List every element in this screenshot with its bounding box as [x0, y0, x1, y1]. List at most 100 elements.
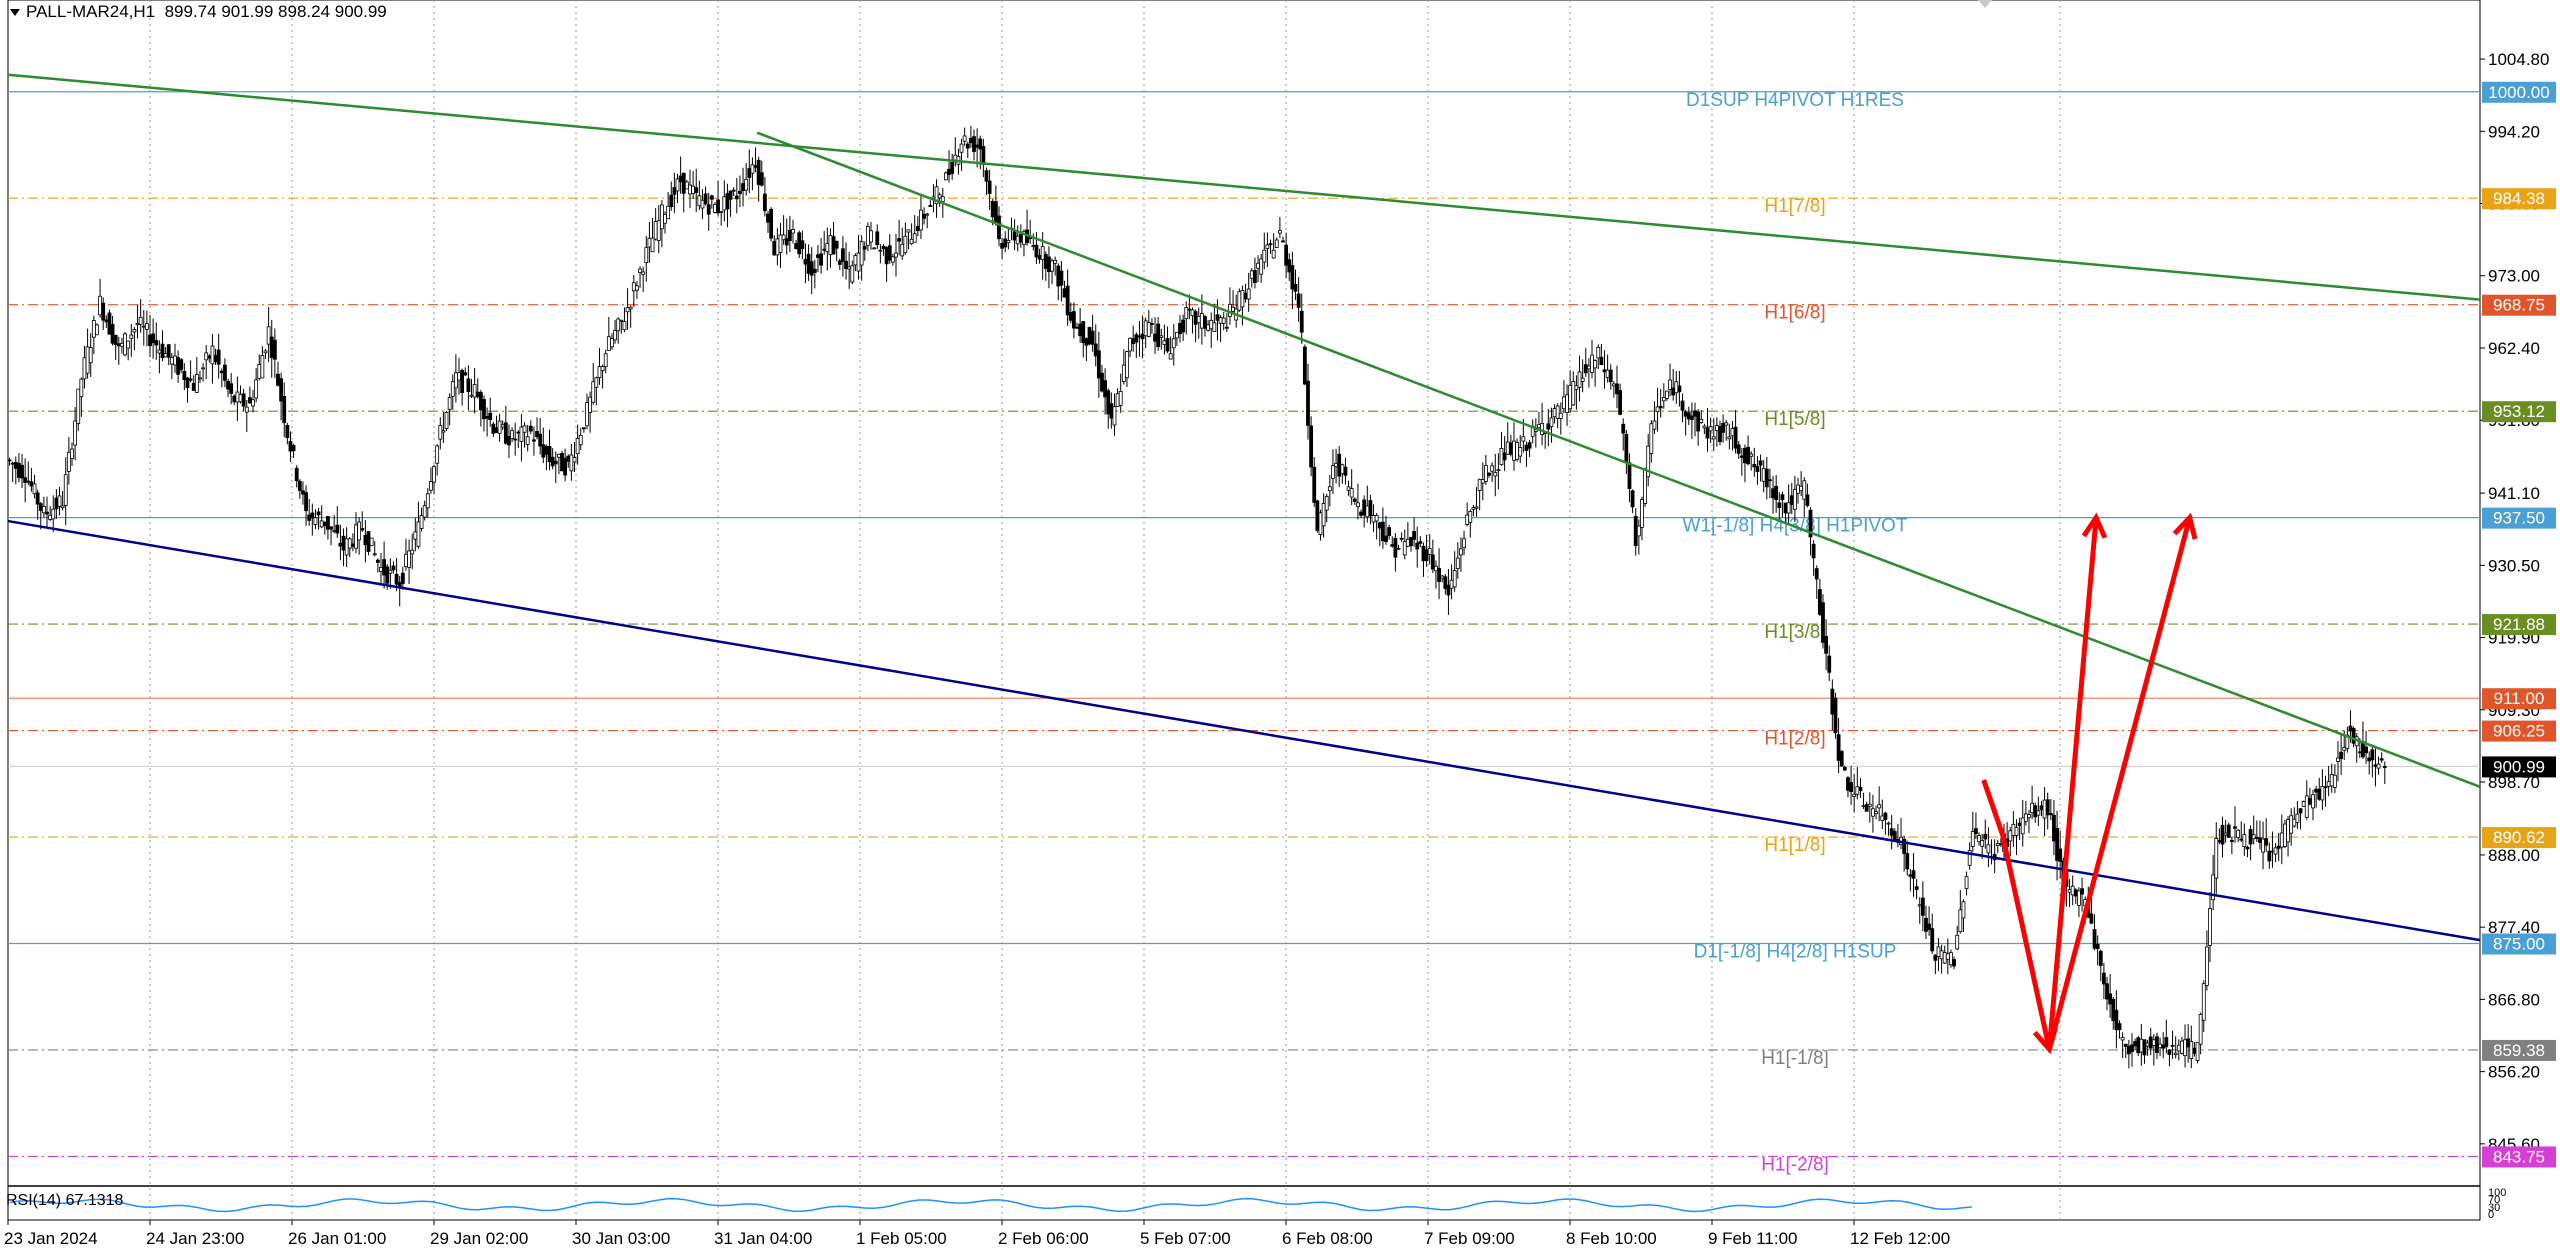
- candle-body: [975, 144, 980, 148]
- candle-body: [1802, 480, 1807, 500]
- candle-body: [2367, 757, 2372, 762]
- price-tag: [2482, 688, 2556, 710]
- candle-body: [2348, 725, 2353, 732]
- candle-body: [2373, 764, 2378, 767]
- candle-body: [1487, 472, 1491, 476]
- candle-body: [541, 444, 546, 458]
- candle-body: [1674, 381, 1679, 394]
- candle-body: [2379, 758, 2384, 761]
- candle-body: [1846, 777, 1850, 791]
- x-tick-label: 24 Jan 23:00: [146, 1229, 244, 1248]
- candle-body: [2292, 818, 2297, 827]
- candle-body: [45, 511, 49, 515]
- candle-body: [2342, 747, 2347, 751]
- candle-body: [784, 238, 789, 246]
- candle-body: [110, 323, 115, 344]
- candle-body: [1858, 786, 1863, 792]
- current-price-tag: [2482, 756, 2556, 778]
- candle-body: [1380, 521, 1385, 542]
- candle-body: [2283, 823, 2287, 847]
- candle-body: [1808, 509, 1813, 538]
- candle-body: [491, 423, 496, 434]
- candle-body: [488, 412, 493, 421]
- candle-body: [1696, 411, 1701, 432]
- candle-body: [1930, 928, 1935, 952]
- candle-body: [2329, 773, 2334, 787]
- candle-body: [1571, 381, 1576, 406]
- shift-marker-icon[interactable]: [1978, 0, 1992, 8]
- candle-body: [2251, 834, 2256, 840]
- candle-body: [1199, 313, 1204, 329]
- candle-body: [535, 431, 539, 438]
- candle-body: [847, 266, 852, 270]
- candle-body: [1284, 244, 1289, 266]
- candle-body: [1758, 460, 1763, 466]
- mid-trendline[interactable]: [756, 131, 2481, 788]
- candle-body: [1302, 346, 1307, 385]
- candle-body: [1424, 549, 1429, 562]
- candle-body: [1346, 486, 1351, 491]
- candle-body: [457, 372, 461, 381]
- candle-body: [1184, 307, 1189, 320]
- candle-body: [10, 462, 15, 465]
- dropdown-triangle-icon[interactable]: [10, 9, 20, 17]
- candle-body: [372, 553, 377, 556]
- candle-body: [188, 378, 193, 381]
- candle-body: [191, 382, 196, 391]
- candle-body: [1483, 465, 1488, 482]
- forecast-arrow-path-secondary[interactable]: [2046, 516, 2193, 1050]
- candle-body: [1390, 544, 1395, 547]
- candle-body: [60, 505, 65, 509]
- candle-body: [809, 261, 814, 276]
- candle-body: [1050, 260, 1054, 272]
- candle-body: [2151, 1039, 2156, 1046]
- candle-body: [354, 524, 358, 549]
- candle-body: [1512, 440, 1516, 461]
- candle-body: [1640, 499, 1644, 528]
- candle-body: [291, 445, 296, 452]
- candle-body: [1043, 254, 1048, 269]
- candle-body: [210, 345, 215, 365]
- forecast-arrow-path[interactable]: [1981, 517, 2099, 1050]
- candle-body: [800, 240, 805, 249]
- candle-body: [260, 355, 265, 379]
- candle-body: [182, 371, 187, 381]
- candle-body: [95, 324, 99, 336]
- upper-trendline[interactable]: [7, 73, 2481, 301]
- candle-body: [894, 252, 898, 258]
- candle-body: [482, 399, 486, 420]
- candle-body: [297, 480, 302, 491]
- candle-body: [1665, 390, 1669, 399]
- candle-body: [1040, 246, 1045, 260]
- candle-body: [797, 232, 802, 255]
- candle-body: [1886, 822, 1891, 825]
- candle-body: [157, 349, 162, 354]
- candle-body: [1693, 410, 1697, 417]
- candle-body: [1293, 283, 1298, 292]
- candle-body: [1515, 442, 1520, 460]
- candle-body: [1849, 782, 1853, 793]
- candle-body: [532, 439, 536, 442]
- candle-body: [1443, 576, 1448, 589]
- candle-body: [1246, 288, 1251, 300]
- candle-body: [1892, 831, 1897, 842]
- candle-body: [1967, 850, 1972, 866]
- candle-body: [1228, 303, 1232, 317]
- candle-body: [166, 344, 171, 358]
- candle-body: [1596, 346, 1601, 359]
- candle-body: [1518, 447, 1523, 457]
- candle-body: [2123, 1043, 2128, 1047]
- candle-body: [263, 350, 268, 354]
- candle-body: [2148, 1036, 2153, 1049]
- candle-body: [1150, 323, 1154, 325]
- candle-body: [425, 493, 430, 509]
- candle-body: [675, 178, 680, 192]
- support-trendline[interactable]: [7, 519, 2481, 942]
- candle-body: [1065, 285, 1070, 316]
- candle-body: [223, 364, 227, 381]
- candle-body: [2033, 805, 2038, 818]
- candle-body: [1402, 541, 1407, 556]
- candle-body: [326, 516, 330, 530]
